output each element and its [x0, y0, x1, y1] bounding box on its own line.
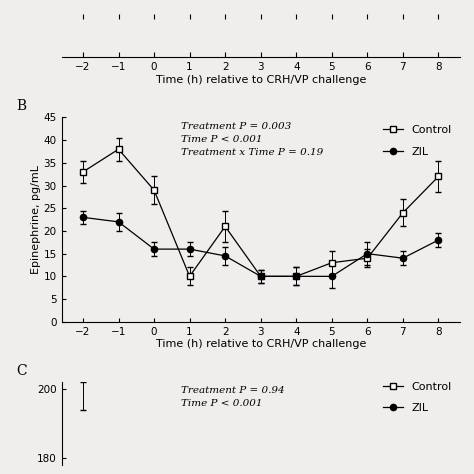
Text: Treatment P = 0.003
Time P < 0.001
Treatment x Time P = 0.19: Treatment P = 0.003 Time P < 0.001 Treat…: [181, 121, 323, 157]
Text: B: B: [16, 100, 26, 113]
X-axis label: Time (h) relative to CRH/VP challenge: Time (h) relative to CRH/VP challenge: [155, 75, 366, 85]
Y-axis label: Epinephrine, pg/mL: Epinephrine, pg/mL: [31, 165, 41, 274]
X-axis label: Time (h) relative to CRH/VP challenge: Time (h) relative to CRH/VP challenge: [155, 339, 366, 349]
Text: Treatment P = 0.94
Time P < 0.001: Treatment P = 0.94 Time P < 0.001: [181, 386, 285, 409]
Text: C: C: [16, 364, 27, 378]
Legend: Control, ZIL: Control, ZIL: [381, 123, 454, 159]
Legend: Control, ZIL: Control, ZIL: [381, 380, 454, 415]
